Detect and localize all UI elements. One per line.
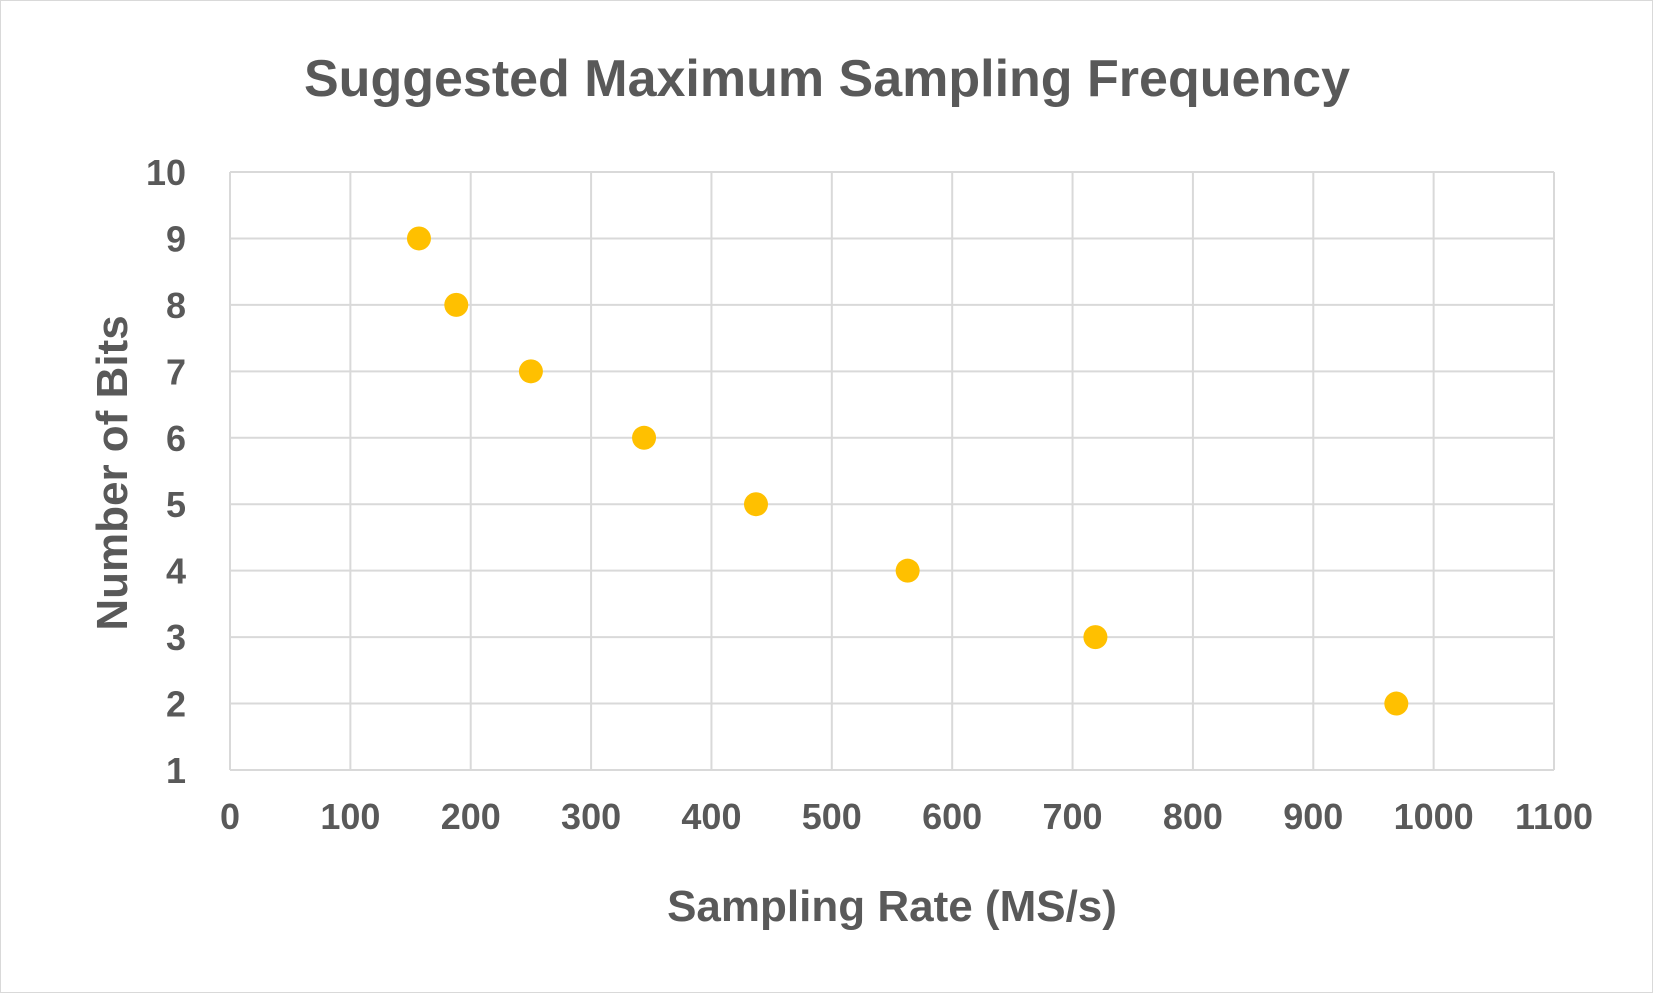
y-tick-label: 3	[166, 617, 186, 658]
data-points	[406, 226, 1409, 716]
y-tick-label: 8	[166, 285, 186, 326]
chart-title: Suggested Maximum Sampling Frequency	[304, 50, 1350, 108]
y-tick-label: 1	[166, 750, 186, 791]
y-tick-label: 2	[166, 684, 186, 725]
data-point	[895, 558, 920, 583]
x-axis-label: Sampling Rate (MS/s)	[667, 882, 1117, 931]
y-tick-label: 6	[166, 418, 186, 459]
data-point	[406, 226, 431, 251]
x-tick-label: 300	[561, 796, 621, 837]
y-tick-label: 10	[146, 152, 186, 193]
x-tick-label: 500	[802, 796, 862, 837]
x-tick-label: 100	[320, 796, 380, 837]
x-tick-label: 900	[1283, 796, 1343, 837]
y-axis-label: Number of Bits	[88, 315, 137, 630]
x-axis-ticks: 0 100 200 300 400 500 600 700 800 900 1000 1100	[220, 796, 1593, 837]
y-tick-label: 5	[166, 484, 186, 525]
x-tick-label: 1100	[1515, 796, 1593, 837]
y-tick-label: 4	[166, 551, 186, 592]
y-tick-label: 7	[166, 351, 186, 392]
x-tick-label: 1000	[1394, 796, 1474, 837]
x-tick-label: 600	[922, 796, 982, 837]
data-point	[444, 292, 469, 317]
data-point	[1384, 691, 1409, 716]
data-point	[518, 359, 543, 384]
data-point	[1083, 625, 1108, 650]
y-axis-ticks: 1 2 3 4 5 6 7 8 9 10	[146, 152, 186, 791]
x-tick-label: 800	[1163, 796, 1223, 837]
x-tick-label: 0	[220, 796, 240, 837]
x-tick-label: 200	[441, 796, 501, 837]
x-tick-label: 700	[1043, 796, 1103, 837]
grid	[229, 171, 1555, 771]
data-point	[743, 492, 768, 517]
data-point	[632, 425, 657, 450]
x-tick-label: 400	[681, 796, 741, 837]
y-tick-label: 9	[166, 218, 186, 259]
